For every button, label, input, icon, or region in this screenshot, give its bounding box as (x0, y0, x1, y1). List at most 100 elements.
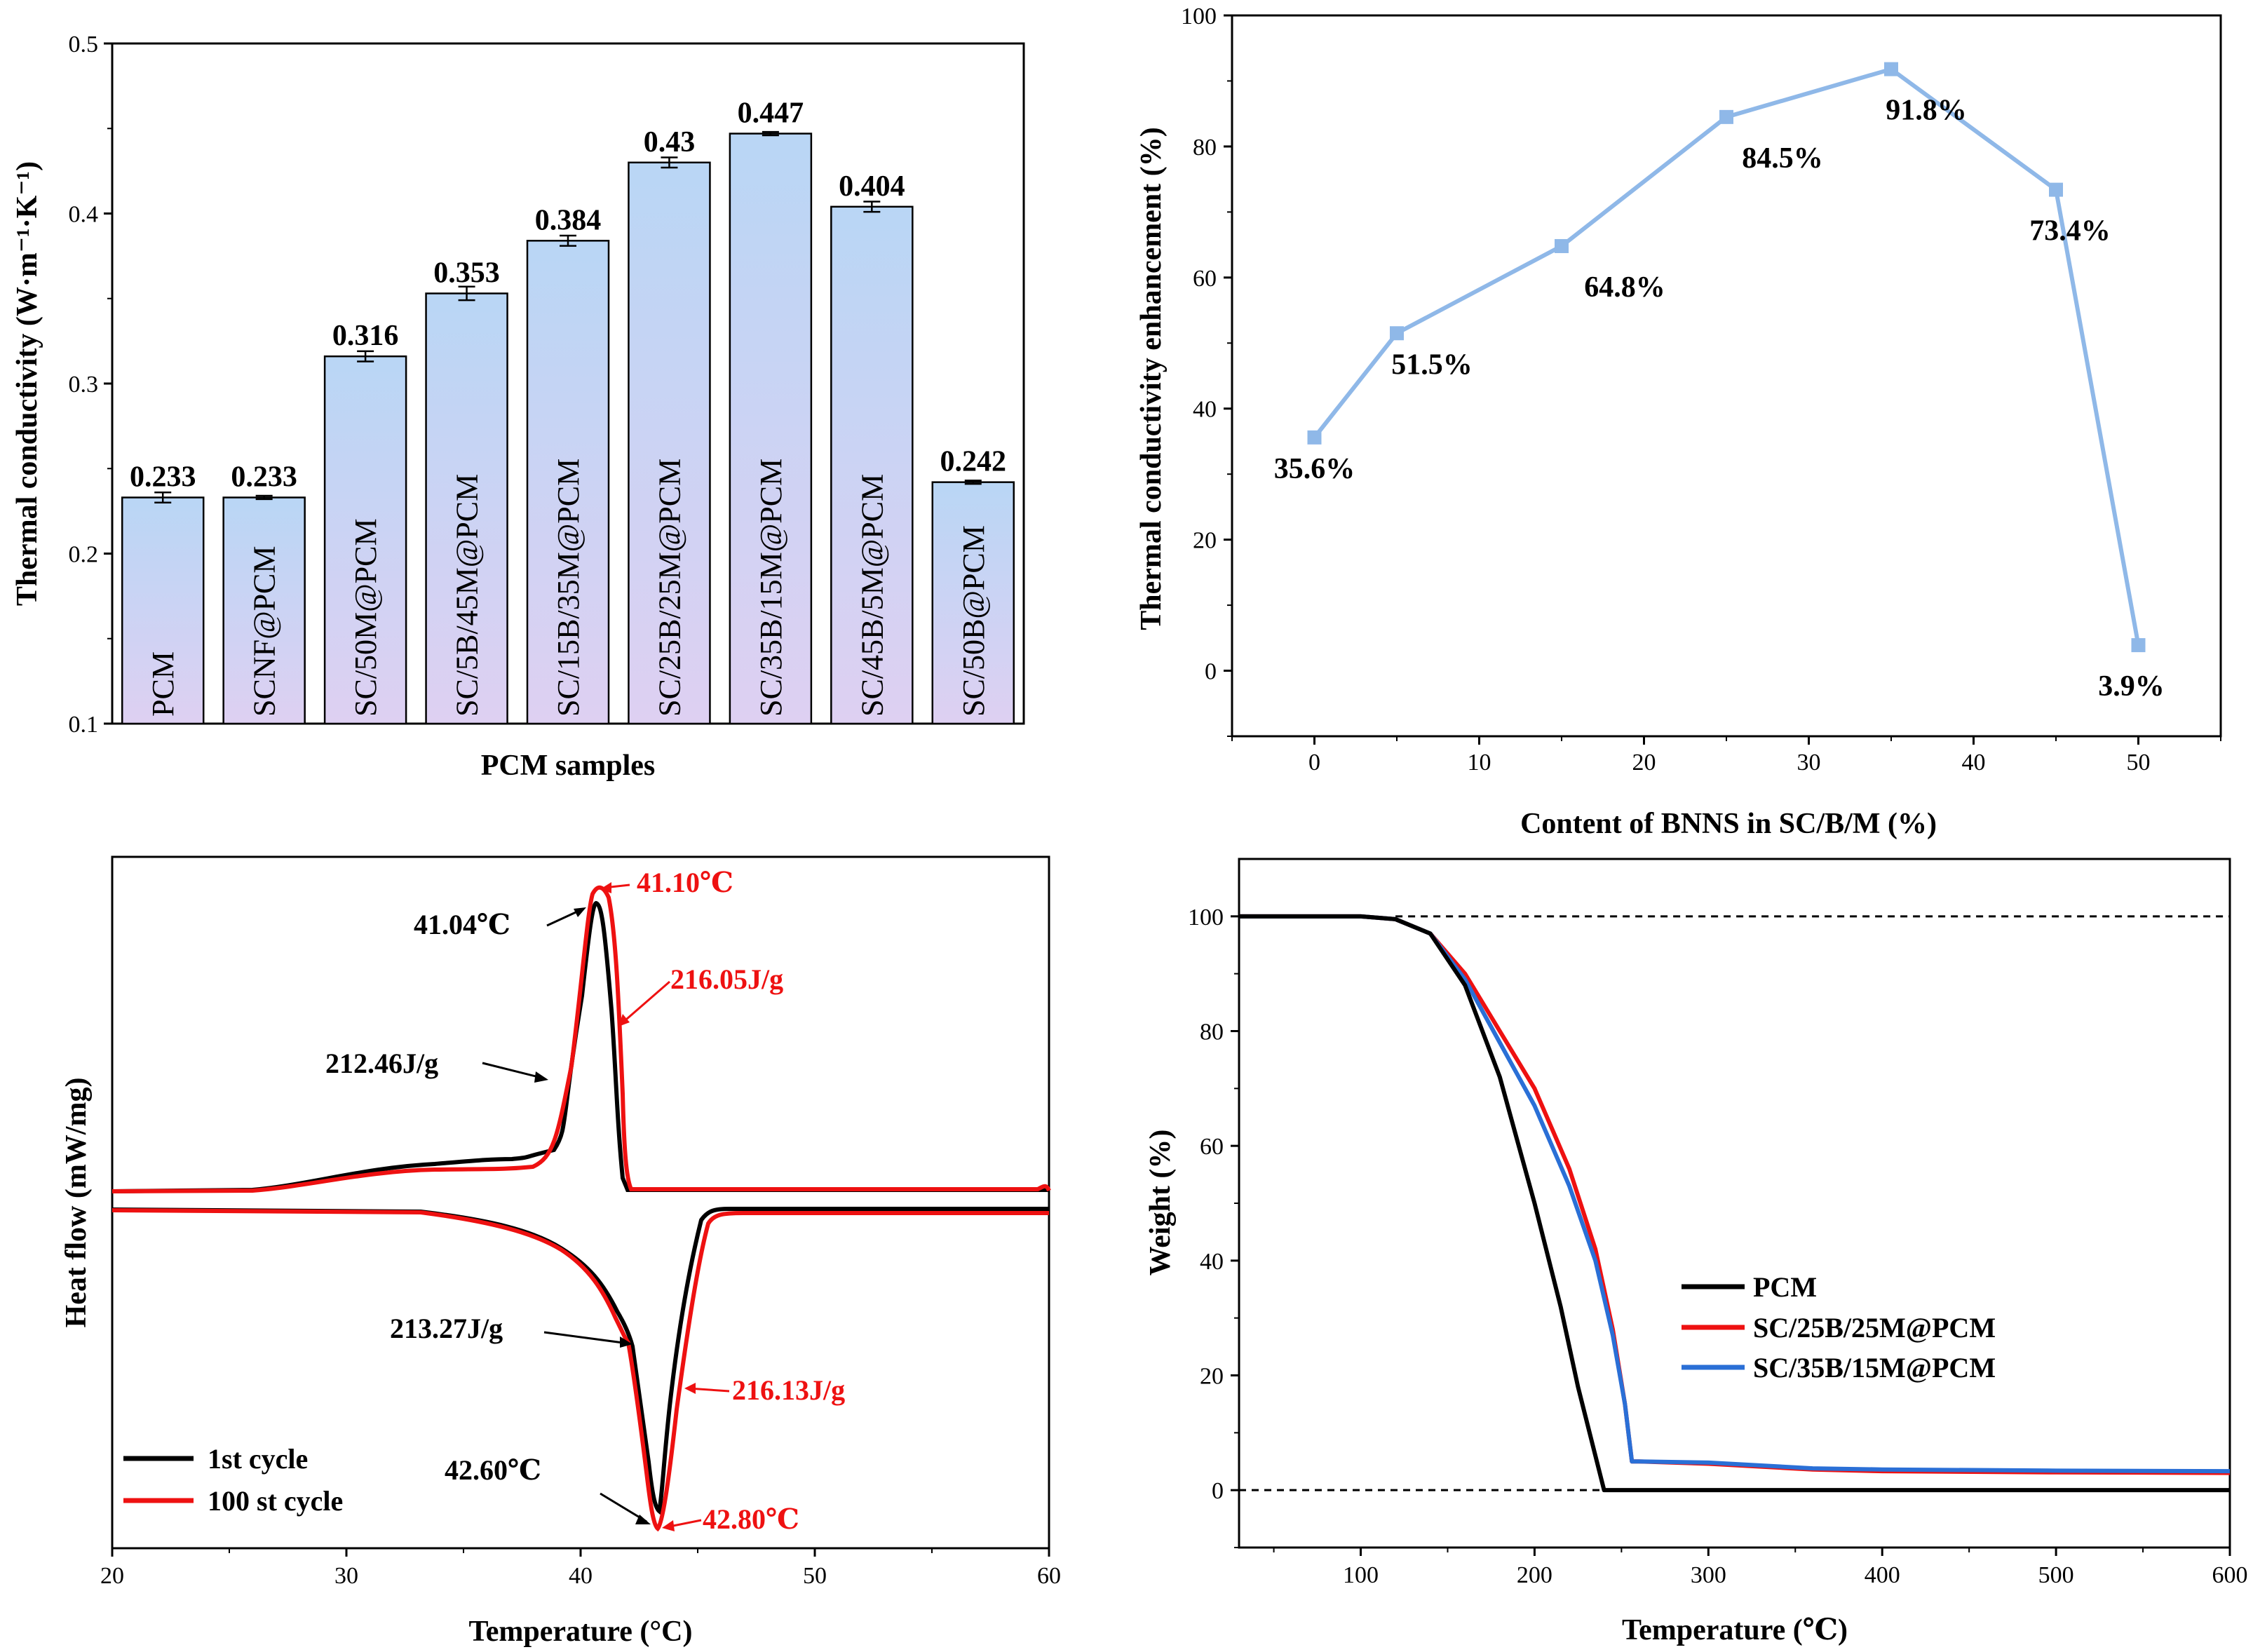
bar (830, 205, 914, 725)
dsc-annotation-cryst-peak-100st: 42.80℃ (703, 1503, 799, 1535)
dsc-x-tick-label: 30 (334, 1563, 358, 1589)
bar (526, 240, 610, 725)
dsc-x-tick-label: 60 (1037, 1563, 1061, 1589)
enhancement-point-label: 3.9% (2098, 670, 2165, 703)
bar-series: 0.233 PCM 0.233 SCNF@PCM 0.316 SC/50M@PCM 0.35… (121, 97, 1015, 725)
enhancement-point (2049, 182, 2063, 197)
bar-x-axis-label: PCM samples (481, 750, 655, 782)
enhancement-point-label: 91.8% (1886, 95, 1967, 127)
dsc-arrow-213-27 (543, 1331, 629, 1345)
panel-tga-chart: 0 20 40 60 80 100 100 200 300 400 500 600 PCM SC/25… (1144, 858, 2248, 1646)
enhancement-x-tick-label: 40 (1962, 750, 1986, 776)
tga-legend-label-sc-35b-15m: SC/35B/15M@PCM (1753, 1352, 1996, 1383)
bar (729, 133, 813, 725)
bar-value-label: 0.233 (130, 461, 196, 493)
dsc-annotation-cryst-enthalpy-1st: 213.27J/g (390, 1313, 503, 1344)
bar-y-axis-label: Thermal conductivity (W·m⁻¹·K⁻¹) (11, 161, 43, 606)
dsc-arrowhead-213-27 (620, 1336, 632, 1348)
panel-dsc-chart: 20 30 40 50 60 41.04℃ 41.10℃ 212.46J/g 216.0… (60, 855, 1061, 1648)
dsc-arrowhead-216-05 (618, 1014, 630, 1027)
bar-category-label: PCM (146, 651, 180, 717)
bar-category-label: SC/15B/35M@PCM (551, 459, 586, 717)
tga-y-tick-label: 100 (1188, 905, 1224, 930)
enhancement-point-label: 84.5% (1742, 142, 1823, 175)
enhancement-y-tick-label: 40 (1193, 397, 1217, 423)
bar-y-tick-label: 0.3 (69, 372, 99, 398)
enhancement-y-tick-label: 0 (1205, 659, 1217, 685)
tga-series-line (1239, 914, 2230, 1493)
enhancement-y-tick-label: 20 (1193, 528, 1217, 554)
bar-y-ticks: 0.1 0.2 0.3 0.4 0.5 (69, 32, 112, 738)
enhancement-x-tick-label: 0 (1308, 750, 1320, 776)
dsc-x-tick-label: 20 (100, 1563, 124, 1589)
enhancement-x-tick-label: 20 (1632, 750, 1656, 776)
bar-value-label: 0.447 (738, 97, 804, 130)
bar-y-tick-label: 0.5 (69, 32, 99, 57)
bar-y-tick-label: 0.2 (69, 542, 99, 568)
tga-x-tick-label: 600 (2212, 1562, 2248, 1588)
dsc-arrowhead-216-13 (684, 1383, 696, 1394)
dsc-legend: 1st cycle 100 st cycle (123, 1443, 343, 1517)
enhancement-y-tick-label: 100 (1181, 4, 1217, 29)
enhancement-point (1307, 430, 1322, 445)
bar-value-label: 0.316 (332, 320, 399, 352)
dsc-legend-label-1st-cycle: 1st cycle (208, 1443, 308, 1475)
tga-x-tick-label: 400 (1865, 1562, 1900, 1588)
tga-x-axis-label: Temperature (℃) (1622, 1614, 1848, 1646)
enhancement-point (1884, 62, 1898, 76)
enhancement-x-tick-label: 10 (1468, 750, 1491, 776)
enhancement-ticks: 0 20 40 60 80 100 0 10 20 30 40 50 (1181, 4, 2221, 776)
bar-category-label: SC/50M@PCM (349, 518, 383, 717)
tga-series-line (1239, 914, 2231, 1474)
dsc-annotation-melt-peak-100st: 41.10℃ (637, 867, 733, 898)
tga-series (1239, 914, 2231, 1493)
enhancement-point (1555, 238, 1569, 253)
enhancement-x-tick-label: 30 (1797, 750, 1821, 776)
dsc-annotation-melt-enthalpy-100st: 216.05J/g (670, 963, 783, 995)
bar-y-tick-label: 0.1 (69, 712, 99, 738)
dsc-series-100st-cycle-cooling (111, 1208, 1049, 1532)
enhancement-point-label: 64.8% (1584, 271, 1665, 304)
enhancement-point (1719, 109, 1733, 124)
tga-y-axis-label: Weight (%) (1144, 1130, 1177, 1276)
tga-y-tick-label: 60 (1200, 1134, 1224, 1160)
dsc-arrowhead-41-10 (600, 882, 611, 893)
enhancement-x-axis-label: Content of BNNS in SC/B/M (%) (1520, 808, 1937, 840)
bar-category-label: SC/50B@PCM (956, 525, 991, 717)
enhancement-point-label: 35.6% (1274, 453, 1355, 485)
bar-value-label: 0.404 (839, 170, 905, 203)
dsc-x-axis-label: Temperature (°C) (469, 1616, 693, 1648)
dsc-annotation-melt-enthalpy-1st: 212.46J/g (325, 1048, 438, 1079)
enhancement-point-label: 51.5% (1391, 348, 1473, 381)
bar-category-label: SCNF@PCM (248, 546, 282, 717)
enhancement-series: 35.6% 51.5% 64.8% 84.5% 91.8% 73.4% 3.9% (1274, 62, 2165, 703)
bar (425, 292, 508, 725)
dsc-arrow-212-46 (482, 1062, 545, 1080)
bar-category-label: SC/25B/25M@PCM (652, 459, 686, 717)
tga-x-tick-label: 100 (1343, 1562, 1379, 1588)
dsc-x-tick-label: 50 (803, 1563, 827, 1589)
dsc-arrowhead-41-04 (574, 907, 586, 917)
tga-y-tick-label: 0 (1212, 1478, 1224, 1504)
panel-bar-chart: 0.1 0.2 0.3 0.4 0.5 0.233 PCM 0.233 SCNF@PCM 0.3… (11, 32, 1025, 782)
bar-value-label: 0.43 (644, 126, 696, 158)
dsc-annotation-cryst-enthalpy-100st: 216.13J/g (732, 1374, 845, 1406)
tga-y-tick-label: 20 (1200, 1364, 1224, 1390)
bar-value-label: 0.384 (535, 204, 602, 236)
tga-x-tick-label: 300 (1691, 1562, 1726, 1588)
tga-x-tick-label: 200 (1517, 1562, 1552, 1588)
enhancement-y-tick-label: 80 (1193, 135, 1217, 161)
bar-category-label: SC/45B/5M@PCM (855, 474, 889, 717)
tga-ticks: 0 20 40 60 80 100 100 200 300 400 500 600 (1188, 905, 2248, 1588)
dsc-annotation-cryst-peak-1st: 42.60℃ (445, 1454, 541, 1486)
enhancement-y-tick-label: 60 (1193, 266, 1217, 292)
dsc-arrowhead-212-46 (534, 1071, 548, 1083)
bar (121, 496, 205, 725)
dsc-annotation-melt-peak-1st: 41.04℃ (414, 909, 510, 940)
bar-category-label: SC/35B/15M@PCM (754, 459, 788, 717)
bar-value-label: 0.353 (433, 257, 500, 289)
bar-y-tick-label: 0.4 (69, 202, 99, 228)
enhancement-point-label: 73.4% (2029, 215, 2111, 248)
dsc-y-axis-label: Heat flow (mW/mg) (60, 1078, 93, 1328)
